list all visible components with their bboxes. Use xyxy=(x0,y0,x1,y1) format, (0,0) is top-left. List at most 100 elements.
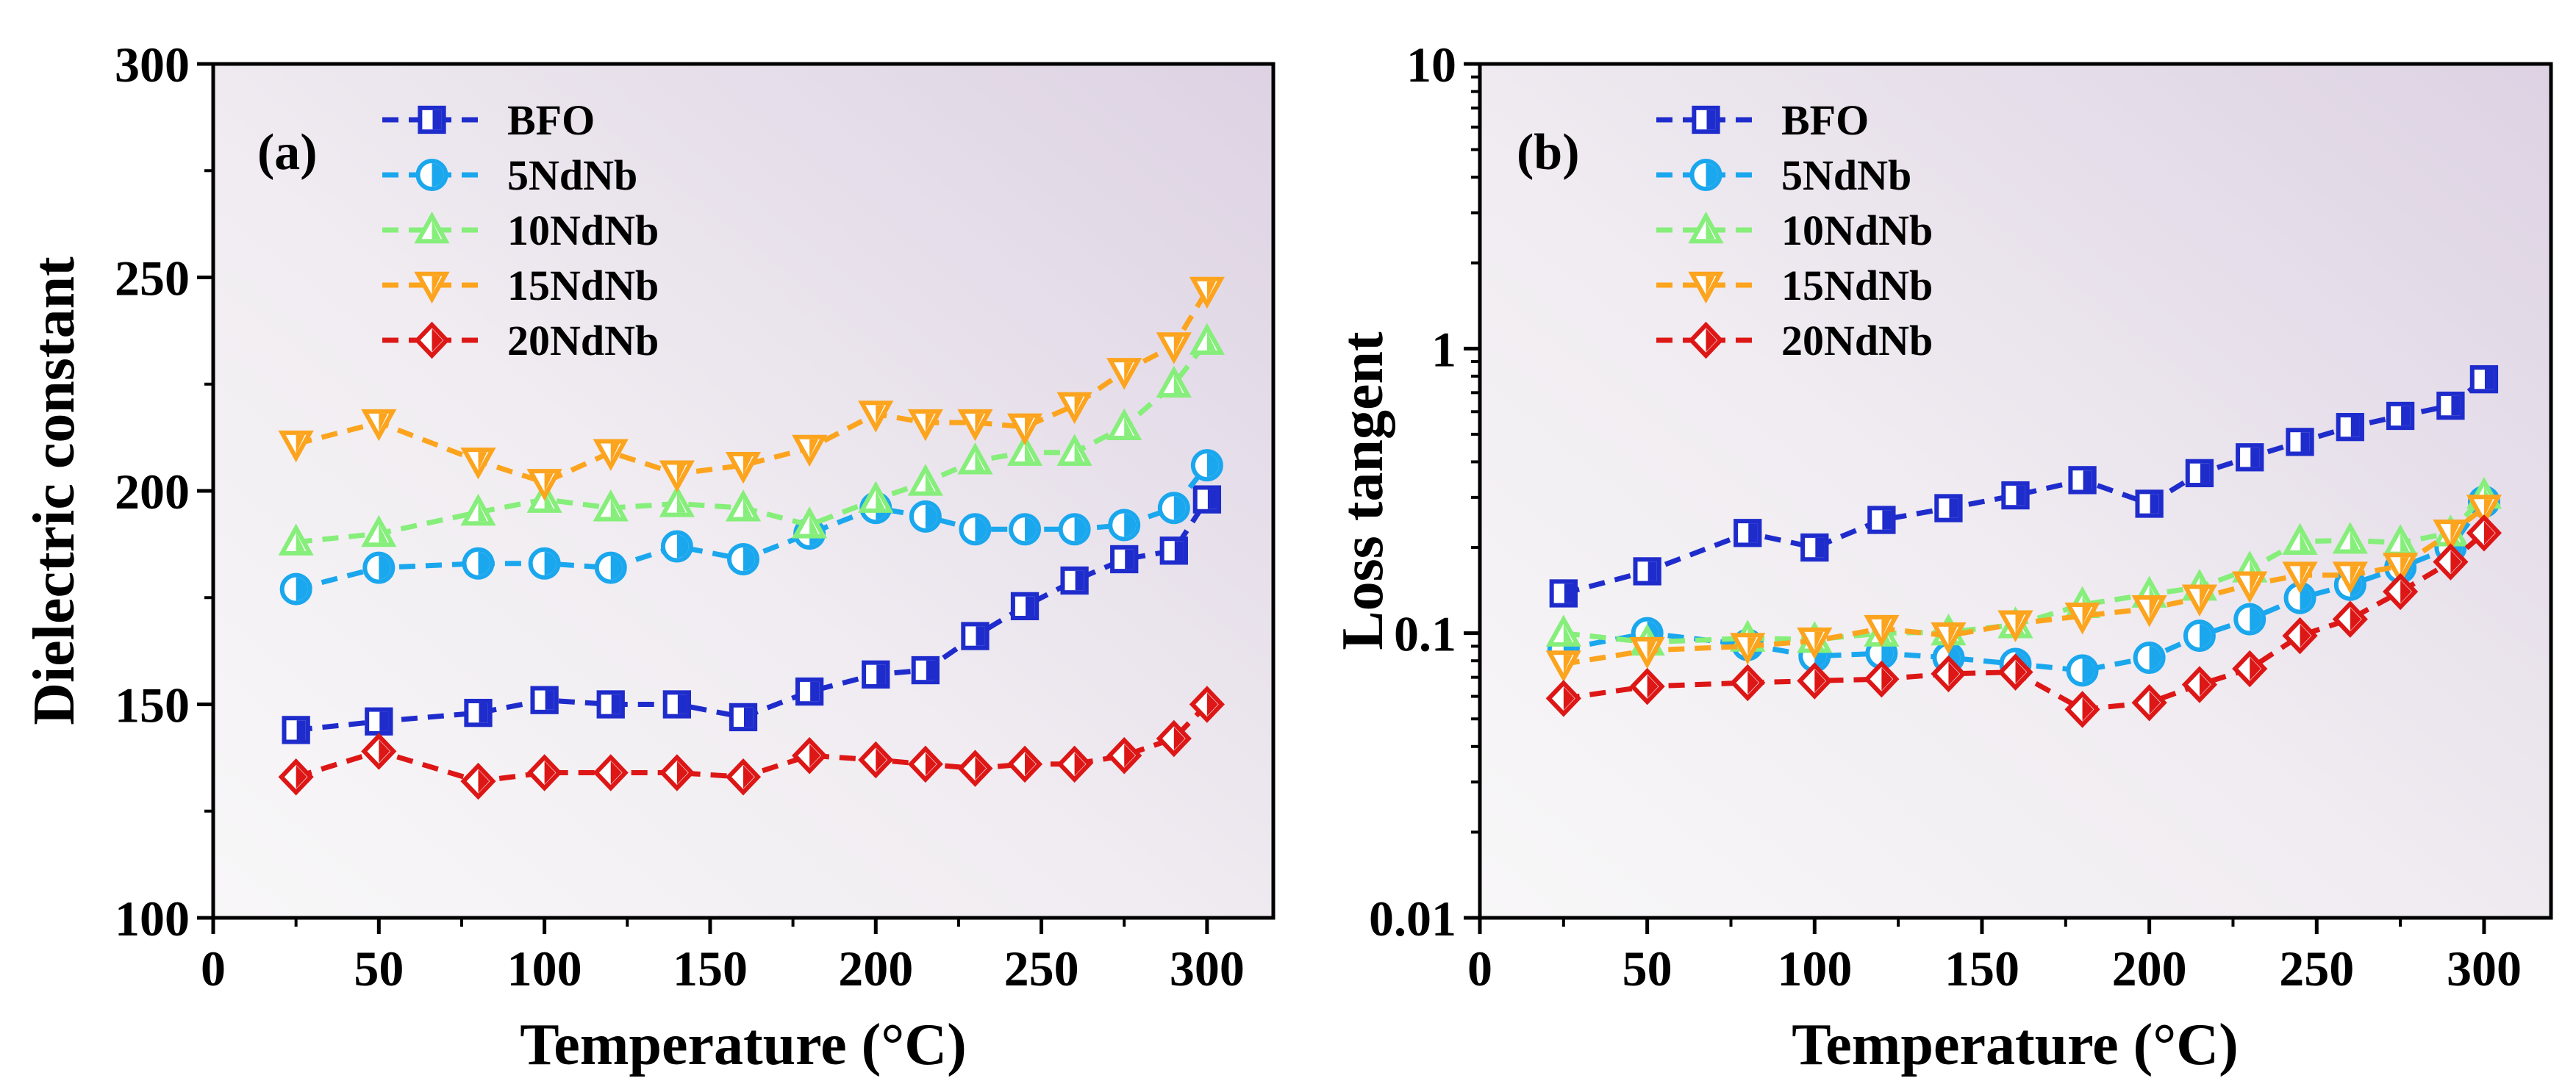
panel-b-point-bfo-fill xyxy=(2200,463,2210,484)
panel-a-x-tick-label: 50 xyxy=(354,941,404,996)
panel-a-series-line-15ndnb xyxy=(295,289,1209,486)
panel-a-point-bfo-fill xyxy=(1125,549,1134,570)
panel-a-point-20ndnb-fill xyxy=(743,765,754,789)
panel-b-point-5ndnb-fill xyxy=(2199,624,2211,648)
panel-b-plot-frame xyxy=(1478,62,2553,920)
panel-b-point-bfo-fill xyxy=(2401,406,2411,426)
panel-a-point-10ndnb-fill xyxy=(676,494,686,513)
panel-b-point-15ndnb-fill xyxy=(2400,557,2410,576)
panel-b-point-15ndnb-fill xyxy=(2450,524,2460,543)
panel-b-point-10ndnb-fill xyxy=(2350,531,2359,550)
panel-a-point-10ndnb-fill xyxy=(379,524,388,543)
panel-b-point-bfo-fill xyxy=(2350,417,2360,437)
panel-b-point-20ndnb-fill xyxy=(2082,697,2094,722)
panel-b-point-20ndnb-fill xyxy=(2015,660,2027,684)
panel-a-x-tick-label: 300 xyxy=(1170,941,1245,996)
panel-a-legend-item-5ndnb: 5NdNb xyxy=(382,151,637,199)
panel-a-point-15ndnb-fill xyxy=(809,439,819,458)
panel-b-point-15ndnb-fill xyxy=(2483,499,2493,518)
panel-b-point-15ndnb-fill xyxy=(1647,641,1656,661)
panel-a-y-axis-title: Dielectric constant xyxy=(22,256,87,725)
panel-a-legend-label-20ndnb: 20NdNb xyxy=(507,317,659,364)
panel-b-point-bfo-fill xyxy=(1748,523,1758,543)
panel-a-point-15ndnb-fill xyxy=(1124,362,1134,381)
panel-a-point-5ndnb-fill xyxy=(925,504,937,528)
panel-b-point-15ndnb-fill xyxy=(1881,619,1891,639)
panel-a-point-bfo-fill xyxy=(744,707,754,728)
panel-b-y-tick-label: 0.01 xyxy=(1369,891,1456,946)
panel-b-point-20ndnb-fill xyxy=(2149,691,2161,715)
panel-b-point-5ndnb-fill xyxy=(2149,646,2161,670)
panel-a-point-bfo-fill xyxy=(677,694,687,714)
panel-a-point-10ndnb-fill xyxy=(925,473,934,492)
panel-a-legend-label-15ndnb: 15NdNb xyxy=(507,262,659,309)
panel-b-point-15ndnb-fill xyxy=(2199,589,2208,608)
panel-b-point-20ndnb-fill xyxy=(1881,667,1893,691)
panel-b-point-bfo-fill xyxy=(2250,448,2260,467)
panel-a-y-tick-label: 250 xyxy=(115,251,190,306)
panel-a-point-bfo-fill xyxy=(379,711,389,731)
panel-b-point-bfo-fill xyxy=(1564,583,1573,603)
panel-b-point-5ndnb-fill xyxy=(1881,642,1894,666)
panel-b-point-10ndnb-fill xyxy=(2300,531,2309,551)
panel-a-y-tick-label: 300 xyxy=(115,37,190,93)
panel-a-point-5ndnb-fill xyxy=(1173,496,1186,520)
panel-b-legend-item-bfo: BFO xyxy=(1656,96,1869,144)
panel-a-series-15ndnb xyxy=(278,276,1225,501)
panel-a-point-bfo-fill xyxy=(876,664,886,684)
panel-b-series-20ndnb xyxy=(1545,514,2502,728)
panel-a-point-20ndnb-fill xyxy=(296,765,307,789)
panel-a-point-10ndnb-fill xyxy=(876,489,885,509)
panel-b-legend-label-20ndnb: 20NdNb xyxy=(1781,317,1933,364)
panel-a-point-5ndnb-fill xyxy=(379,556,391,580)
panel-b-legend-label-5ndnb: 5NdNb xyxy=(1781,151,1911,199)
panel-b-x-tick-label: 200 xyxy=(2112,941,2187,996)
panel-a-legend-marker-15ndnb-fill xyxy=(432,276,441,295)
panel-b-legend-item-15ndnb: 15NdNb xyxy=(1656,262,1933,309)
panel-a-point-5ndnb-fill xyxy=(1074,517,1087,542)
panel-a-point-20ndnb-fill xyxy=(544,761,556,785)
panel-a-dielectric-constant: 0 50 100 150 200 250 300 100 150 200 250 300 (a) BF… xyxy=(22,37,1276,1077)
panel-a-point-10ndnb-fill xyxy=(743,498,752,517)
panel-b-series-15ndnb xyxy=(1545,495,2502,683)
panel-a-point-20ndnb-fill xyxy=(1206,692,1218,716)
panel-a-point-5ndnb-fill xyxy=(1206,453,1219,478)
panel-a-series-20ndnb xyxy=(278,686,1225,800)
panel-b-point-20ndnb-fill xyxy=(1747,671,1759,694)
panel-b-x-tick-label: 150 xyxy=(1944,941,2019,996)
panel-b-point-20ndnb-fill xyxy=(2350,607,2361,631)
panel-a-y-tick-label: 100 xyxy=(115,891,190,946)
panel-a-point-bfo-fill xyxy=(479,703,488,723)
panel-a-point-15ndnb-fill xyxy=(379,413,388,433)
panel-a-point-5ndnb-fill xyxy=(1124,513,1137,537)
panel-a-point-5ndnb-fill xyxy=(478,551,490,575)
panel-b-point-20ndnb-fill xyxy=(1563,686,1575,711)
panel-b-point-15ndnb-fill xyxy=(1948,626,1958,646)
panel-a-point-15ndnb-fill xyxy=(1173,337,1183,356)
panel-a-point-10ndnb-fill xyxy=(975,451,984,470)
panel-a-point-15ndnb-fill xyxy=(296,434,305,454)
panel-b-series-bfo xyxy=(1549,364,2499,608)
panel-a-point-20ndnb-fill xyxy=(379,739,390,764)
panel-a-point-20ndnb-fill xyxy=(975,756,987,780)
panel-a-point-10ndnb-fill xyxy=(1206,331,1216,351)
panel-b-point-bfo-fill xyxy=(2016,485,2025,506)
panel-a-point-20ndnb-fill xyxy=(610,761,622,785)
panel-b-point-20ndnb-fill xyxy=(2250,657,2261,680)
panel-b-y-axis-title: Loss tangent xyxy=(1331,331,1395,650)
panel-b-point-20ndnb-fill xyxy=(2483,521,2495,545)
panel-b-point-bfo-fill xyxy=(2150,494,2159,514)
panel-b-point-10ndnb-fill xyxy=(1563,623,1573,642)
panel-b-point-5ndnb-fill xyxy=(2300,586,2312,610)
panel-a-series-line-20ndnb xyxy=(295,703,1209,784)
panel-a-point-bfo-fill xyxy=(545,690,554,710)
panel-a-point-5ndnb-fill xyxy=(1025,517,1037,542)
panel-b-legend-marker-5ndnb-fill xyxy=(1706,163,1718,187)
panel-a-point-15ndnb-fill xyxy=(925,413,934,433)
panel-b-x-tick-label: 100 xyxy=(1777,941,1852,996)
panel-b-series-line-15ndnb xyxy=(1563,506,2486,667)
panel-a-point-20ndnb-fill xyxy=(809,744,821,768)
panel-b-legend-marker-20ndnb-fill xyxy=(1706,328,1717,352)
panel-a-point-20ndnb-fill xyxy=(1074,752,1086,776)
